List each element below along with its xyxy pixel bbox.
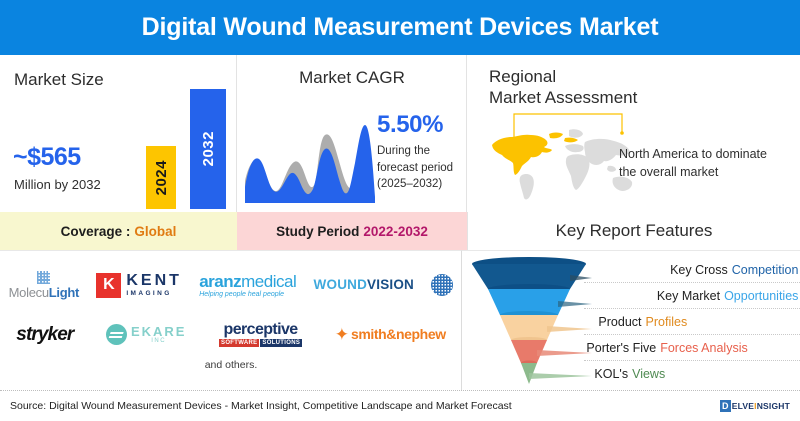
moleculight-part2: Light: [48, 285, 80, 300]
funnel-label-4-highlight: Views: [632, 366, 666, 381]
perceptive-part3: SOLUTIONS: [260, 338, 303, 347]
source-text: Source: Digital Wound Measurement Device…: [10, 400, 512, 412]
delveinsight-d-icon: D: [719, 400, 731, 412]
funnel-label-2-prefix: Product: [598, 314, 642, 329]
regional-heading-line2: Market Assessment: [489, 88, 638, 108]
bar-2024: 2024: [146, 146, 176, 209]
funnel-label-2: Product Profiles: [584, 309, 800, 335]
coverage-value: Global: [134, 223, 177, 239]
study-period-value: 2022-2032: [363, 223, 428, 239]
brand-post: NSIGHT: [756, 401, 790, 411]
funnel-label-3-highlight: Forces Analysis: [660, 340, 748, 355]
delveinsight-logo: D ELVEINSIGHT: [719, 400, 790, 412]
brand-pre: ELVE: [731, 401, 755, 411]
band-key-report-features: Key Report Features: [467, 212, 800, 250]
funnel-label-4: KOL's Views: [584, 361, 800, 386]
aranz-tagline: Helping people heal people: [199, 290, 285, 298]
globe-icon: [431, 274, 454, 296]
funnel-label-3: Porter's Five Forces Analysis: [584, 335, 800, 361]
regional-heading: Regional Market Assessment: [489, 66, 637, 109]
funnel-label-0: Key Cross Competition: [584, 257, 800, 283]
world-map: [492, 129, 633, 200]
regional-heading-line1: Regional: [489, 67, 557, 86]
funnel-label-4-prefix: KOL's: [594, 366, 629, 381]
panel-regional-assessment: Regional Market Assessment: [467, 55, 800, 212]
logo-aranz-medical: aranzmedical Helping people heal people: [199, 271, 297, 298]
kent-part2: IMAGING: [126, 289, 172, 297]
woundvision-part2: VISION: [367, 277, 415, 293]
smith-nephew-text: smith&nephew: [350, 326, 446, 342]
coverage-label: Coverage :: [60, 223, 131, 239]
logo-row-1: MolecuLight K KENT IMAGING aranzmedical …: [0, 263, 462, 307]
funnel-label-1: Key Market Opportunities: [584, 283, 800, 309]
callout-bracket: [513, 113, 624, 138]
perceptive-part2: SOFTWARE: [219, 338, 260, 347]
funnel-label-1-highlight: Opportunities: [724, 288, 799, 303]
logos-footnote: and others.: [204, 359, 258, 371]
page-footer: Source: Digital Wound Measurement Device…: [0, 390, 800, 421]
market-size-subtext: Million by 2032: [14, 177, 101, 192]
logo-row-2: stryker EKARE INC perceptive SOFTWARE SO…: [0, 313, 462, 355]
study-period-label: Study Period: [276, 223, 360, 239]
logo-ekare: EKARE INC: [105, 323, 187, 345]
key-report-features-panel: Key Cross Competition Key Market Opportu…: [462, 250, 800, 391]
page-header: Digital Wound Measurement Devices Market: [0, 0, 800, 55]
funnel-label-0-highlight: Competition: [731, 262, 799, 277]
company-logos-panel: MolecuLight K KENT IMAGING aranzmedical …: [0, 250, 463, 391]
band-row: Coverage : Global Study Period 2022-2032…: [0, 212, 800, 250]
band-study-period: Study Period 2022-2032: [237, 212, 467, 250]
panel-market-cagr: Market CAGR 5.50% During the forecast pe…: [237, 55, 467, 212]
brand-i: I: [754, 401, 757, 411]
cagr-wave-chart: [245, 125, 375, 203]
kent-mark-icon: K: [96, 272, 122, 298]
ekare-mark-icon: [105, 323, 127, 345]
funnel-label-1-prefix: Key Market: [656, 288, 721, 303]
moleculight-dots-icon: [37, 271, 51, 284]
bar-2024-label: 2024: [152, 159, 170, 196]
top-panels: Market Size ~$565 Million by 2032 2024 2…: [0, 55, 800, 212]
logo-perceptive: perceptive SOFTWARE SOLUTIONS: [219, 320, 303, 347]
market-cagr-subtext: During the forecast period (2025–2032): [377, 145, 454, 191]
logo-woundvision: WOUND VISION: [314, 278, 414, 292]
band-coverage: Coverage : Global: [0, 212, 237, 250]
aranz-part2: medical: [241, 271, 297, 291]
market-size-value: ~$565: [13, 143, 81, 171]
ekare-part2: INC: [151, 337, 167, 344]
logo-moleculight: MolecuLight: [9, 271, 79, 299]
aranz-part1: aranz: [199, 271, 242, 291]
market-cagr-value: 5.50%: [377, 111, 444, 138]
funnel-label-3-prefix: Porter's Five: [586, 340, 657, 355]
market-size-heading: Market Size: [14, 70, 104, 89]
perceptive-part1: perceptive: [223, 320, 299, 338]
panel-market-size: Market Size ~$565 Million by 2032 2024 2…: [0, 55, 237, 212]
smith-nephew-star-icon: ✦: [334, 324, 349, 344]
logo-stryker: stryker: [16, 323, 74, 345]
market-cagr-heading: Market CAGR: [299, 68, 405, 87]
woundvision-part1: WOUND: [313, 277, 368, 293]
logo-kent-imaging: K KENT IMAGING: [96, 271, 182, 298]
funnel-chart: [472, 257, 593, 384]
funnel-label-0-prefix: Key Cross: [670, 262, 728, 277]
kent-part1: KENT: [126, 271, 182, 289]
bottom-section: MolecuLight K KENT IMAGING aranzmedical …: [0, 250, 800, 391]
page-title: Digital Wound Measurement Devices Market: [141, 13, 659, 41]
bar-2032-label: 2032: [199, 131, 217, 167]
ekare-part1: EKARE: [130, 323, 187, 339]
logo-smith-nephew: ✦ smith&nephew: [335, 326, 446, 343]
market-size-bar-chart: 2024 2032: [140, 55, 235, 212]
funnel-label-2-highlight: Profiles: [645, 314, 688, 329]
bar-2032: 2032: [190, 89, 226, 209]
moleculight-part1: Molecu: [8, 285, 49, 300]
regional-note: North America to dominate the overall ma…: [619, 147, 767, 180]
funnel-labels: Key Cross Competition Key Market Opportu…: [584, 257, 800, 386]
